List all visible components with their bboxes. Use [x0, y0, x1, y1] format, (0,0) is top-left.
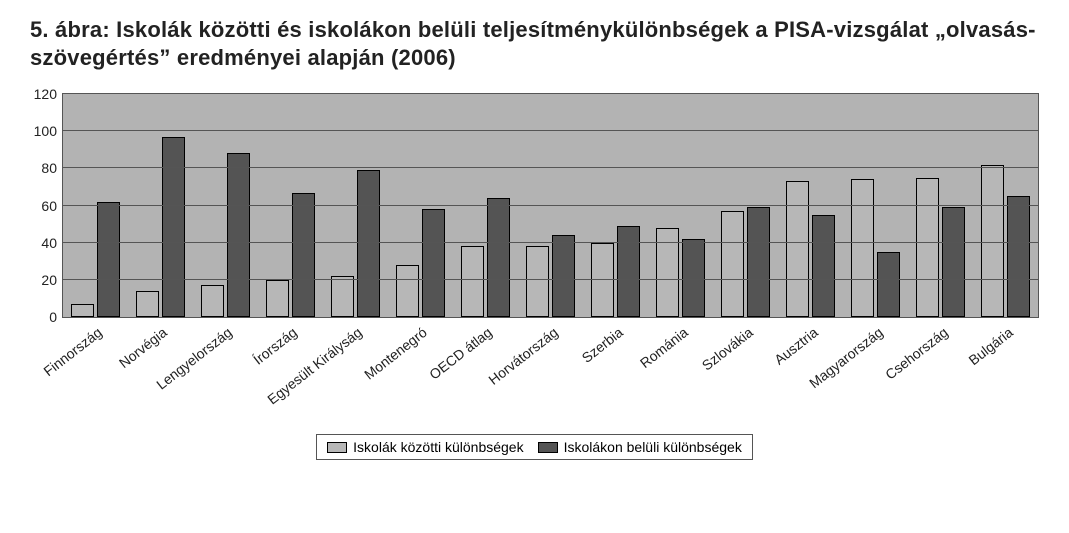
bar-between [201, 285, 223, 317]
x-tick-label: OECD átlag [426, 324, 495, 383]
x-tick-label: Csehország [882, 324, 951, 383]
y-tick-label: 40 [41, 235, 63, 251]
bar-within [617, 226, 639, 317]
bar-between [331, 276, 353, 317]
bar-within [812, 215, 834, 317]
bar-within [487, 198, 509, 317]
bar-between [266, 280, 288, 317]
bar-group [591, 94, 639, 317]
bar-group [396, 94, 444, 317]
bar-group [201, 94, 249, 317]
x-tick-label: Szerbia [578, 324, 625, 366]
bar-between [136, 291, 158, 317]
bar-between [71, 304, 93, 317]
y-tick-label: 80 [41, 160, 63, 176]
bar-within [552, 235, 574, 317]
x-tick-label: Szlovákia [699, 324, 756, 373]
grid-line [63, 167, 1038, 168]
legend-swatch [327, 442, 347, 453]
bar-within [747, 207, 769, 317]
bar-within [227, 153, 249, 317]
bar-within [942, 207, 964, 317]
bar-group [851, 94, 899, 317]
grid-line [63, 242, 1038, 243]
legend-swatch [538, 442, 558, 453]
y-tick-label: 120 [34, 86, 63, 102]
bar-within [422, 209, 444, 317]
bar-group [916, 94, 964, 317]
bar-group [786, 94, 834, 317]
plot-area: 020406080100120 [62, 93, 1039, 318]
bar-within [292, 193, 314, 318]
bar-within [162, 137, 184, 317]
bar-group [981, 94, 1029, 317]
x-tick-label: Montenegró [361, 324, 430, 383]
bar-between [916, 178, 938, 317]
bar-between [786, 181, 808, 317]
x-tick-label: Románia [637, 324, 691, 371]
x-tick-label: Ausztria [771, 324, 821, 368]
bar-group [136, 94, 184, 317]
x-tick-label: Horvátország [485, 324, 560, 388]
legend: Iskolák közötti különbségek Iskolákon bel… [316, 434, 753, 460]
bar-group [656, 94, 704, 317]
x-tick-label: Írország [250, 324, 300, 368]
legend-item: Iskolákon belüli különbségek [538, 439, 742, 455]
bar-group [721, 94, 769, 317]
grid-line [63, 279, 1038, 280]
bar-between [461, 246, 483, 317]
y-tick-label: 0 [49, 309, 63, 325]
y-tick-label: 60 [41, 198, 63, 214]
bar-group [266, 94, 314, 317]
legend-item: Iskolák közötti különbségek [327, 439, 523, 455]
bar-group [331, 94, 379, 317]
legend-label: Iskolák közötti különbségek [353, 439, 523, 455]
bar-group [461, 94, 509, 317]
y-tick-label: 100 [34, 123, 63, 139]
grid-line [63, 130, 1038, 131]
bars-layer [63, 94, 1038, 317]
x-tick-label: Finnország [40, 324, 104, 379]
bar-between [721, 211, 743, 317]
bar-group [526, 94, 574, 317]
bar-within [877, 252, 899, 317]
grid-line [63, 205, 1038, 206]
legend-label: Iskolákon belüli különbségek [564, 439, 742, 455]
bar-between [851, 179, 873, 317]
x-tick-label: Bulgária [966, 324, 1016, 368]
bar-between [526, 246, 548, 317]
bar-within [97, 202, 119, 317]
bar-between [396, 265, 418, 317]
chart-title: 5. ábra: Iskolák közötti és iskolákon be… [30, 16, 1039, 71]
bar-group [71, 94, 119, 317]
x-axis-labels: FinnországNorvégiaLengyelországÍrországE… [62, 318, 1039, 428]
bar-within [357, 170, 379, 317]
bar-within [1007, 196, 1029, 317]
bar-chart: 020406080100120 FinnországNorvégiaLengye… [30, 93, 1039, 460]
y-tick-label: 20 [41, 272, 63, 288]
x-tick-label: Norvégia [116, 324, 170, 371]
